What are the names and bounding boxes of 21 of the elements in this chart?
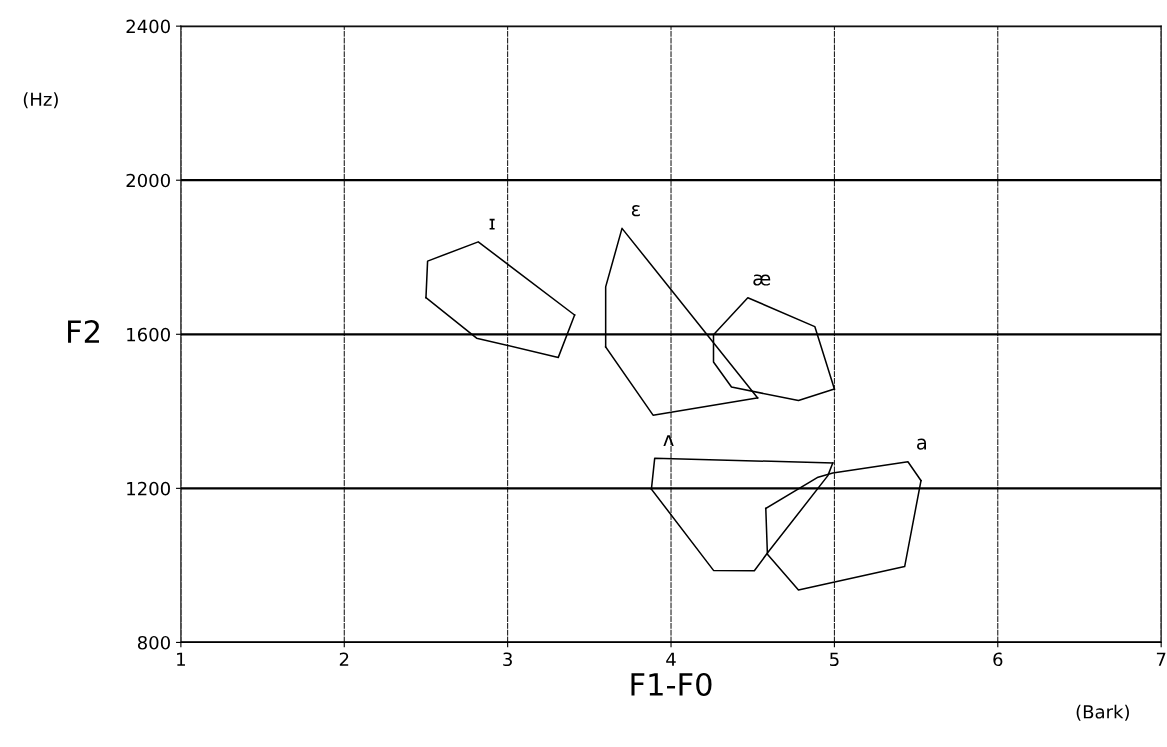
x-tick-label: 2 <box>339 652 349 666</box>
y-tick-label: 2400 <box>126 19 170 34</box>
series-label: a <box>917 438 927 450</box>
x-tick-label: 6 <box>993 652 1003 667</box>
x-tick-label: 5 <box>830 652 839 667</box>
x-tick-label: 7 <box>1156 652 1166 666</box>
y-tick-label: 2000 <box>126 173 170 188</box>
x-axis-title: F1-F0 <box>631 672 712 697</box>
series-label: ɪ <box>489 218 495 230</box>
text: (Hz) <box>23 92 58 109</box>
y-axis-title: F2 <box>68 320 99 343</box>
x-tick-label: 4 <box>666 652 676 666</box>
series-label: æ <box>753 274 771 286</box>
series-label: ʌ <box>663 435 674 446</box>
x-tick-label: 3 <box>503 652 512 667</box>
text: (Bark) <box>1076 704 1129 721</box>
y-tick-label: 800 <box>137 635 170 650</box>
x-tick-label: 1 <box>177 652 185 666</box>
series-label: ɛ <box>631 205 640 217</box>
y-tick-label: 1600 <box>127 327 170 342</box>
y-tick-label: 1200 <box>127 481 170 496</box>
